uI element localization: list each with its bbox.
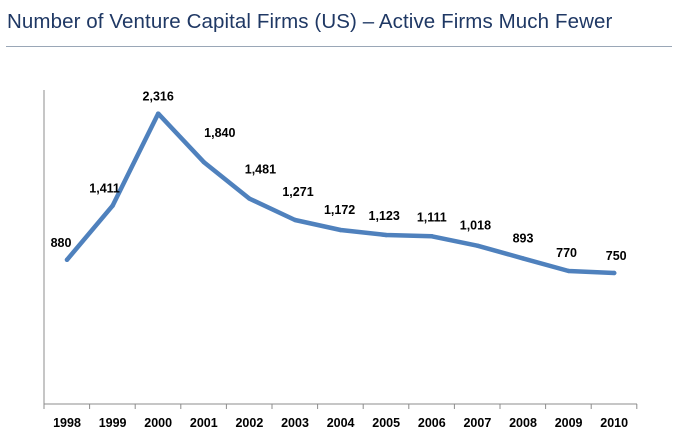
data-point-2006 [429, 234, 434, 239]
chart-title: Number of Venture Capital Firms (US) – A… [7, 10, 613, 33]
x-tick-label-2000: 2000 [144, 416, 172, 430]
data-label-2010: 750 [606, 249, 627, 263]
data-label-2008: 893 [513, 231, 534, 245]
data-label-2002: 1,481 [245, 163, 276, 177]
x-tick-label-1998: 1998 [53, 416, 81, 430]
data-label-2007: 1,018 [460, 219, 491, 233]
data-point-2009 [566, 268, 571, 274]
data-point-2002 [247, 196, 252, 201]
data-label-2005: 1,123 [369, 209, 400, 223]
series-line-vc-firms [64, 111, 617, 276]
x-tick-label-2007: 2007 [463, 416, 491, 430]
data-label-2003: 1,271 [282, 185, 313, 199]
chart-axes [43, 90, 638, 409]
series-group [64, 111, 617, 276]
data-label-2009: 770 [556, 246, 577, 260]
x-tick-label-2008: 2008 [509, 416, 537, 430]
data-label-2004: 1,172 [324, 203, 355, 217]
data-point-1999 [110, 203, 115, 208]
x-tick-labels: 1998 1999 2000 2001 2002 2003 2004 2005 2006 2007… [53, 416, 628, 430]
x-tick-label-2009: 2009 [555, 416, 583, 430]
data-point-2007 [475, 243, 480, 248]
data-labels: 880 1,411 2,316 1,840 1,481 1,271 1,172 1,123 1,… [51, 90, 627, 263]
x-tick-label-2002: 2002 [235, 416, 263, 430]
data-point-2010 [612, 270, 617, 276]
data-label-2001: 1,840 [204, 126, 235, 140]
x-tick-label-2006: 2006 [418, 416, 446, 430]
data-point-2005 [384, 232, 389, 238]
x-tick-label-2004: 2004 [327, 416, 355, 430]
data-label-2000: 2,316 [143, 90, 174, 104]
data-point-2003 [292, 217, 298, 223]
data-label-1999: 1,411 [89, 182, 120, 196]
x-tick-label-1999: 1999 [99, 416, 127, 430]
data-label-1998: 880 [51, 236, 72, 250]
title-divider [6, 46, 672, 47]
x-tick-label-2005: 2005 [372, 416, 400, 430]
x-tick-label-2001: 2001 [190, 416, 218, 430]
data-point-2008 [520, 256, 526, 261]
data-point-1998 [64, 257, 70, 262]
data-label-2006: 1,111 [417, 210, 447, 224]
data-point-2001 [201, 159, 206, 165]
x-tick-label-2010: 2010 [600, 416, 628, 430]
data-point-2000 [156, 111, 161, 116]
x-tick-label-2003: 2003 [281, 416, 309, 430]
data-point-2004 [338, 227, 343, 233]
